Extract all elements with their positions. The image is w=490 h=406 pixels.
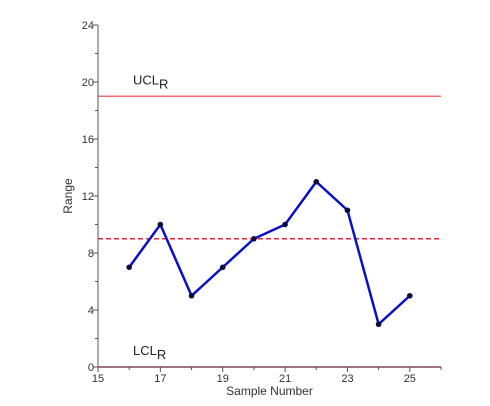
data-point (251, 235, 257, 242)
y-tick-label: 8 (88, 248, 94, 260)
data-point (157, 221, 164, 228)
x-tick-label: 15 (92, 373, 104, 385)
x-tick-label: 23 (341, 373, 353, 385)
limit-label: LCLR (133, 343, 166, 362)
y-tick-label: 16 (82, 134, 94, 146)
y-axis-title: Range (61, 178, 75, 214)
data-point (407, 292, 413, 299)
x-tick-label: 17 (154, 373, 166, 385)
x-tick-label: 19 (217, 373, 229, 385)
y-tick-label: 24 (82, 20, 94, 32)
data-point (313, 178, 320, 185)
y-tick-label: 0 (88, 362, 94, 374)
x-axis-title: Sample Number (226, 384, 313, 398)
data-point (126, 264, 132, 271)
axis-ticks: 0 4 8 12 16 20 24 15 17 19 21 23 25 (82, 20, 442, 385)
data-point (375, 321, 382, 328)
data-point (282, 221, 288, 228)
data-point (344, 207, 351, 214)
series-line (128, 179, 411, 327)
y-tick-label: 12 (82, 191, 94, 203)
y-tick-label: 4 (88, 305, 94, 317)
data-point (219, 264, 226, 271)
reference-lines: UCLR LCLR (98, 72, 441, 368)
series-layer (126, 178, 413, 328)
y-tick-label: 20 (82, 77, 94, 89)
data-point (188, 292, 195, 299)
limit-label: UCLR (133, 72, 168, 91)
x-tick-label: 25 (404, 373, 416, 385)
x-tick-label: 21 (279, 373, 291, 385)
